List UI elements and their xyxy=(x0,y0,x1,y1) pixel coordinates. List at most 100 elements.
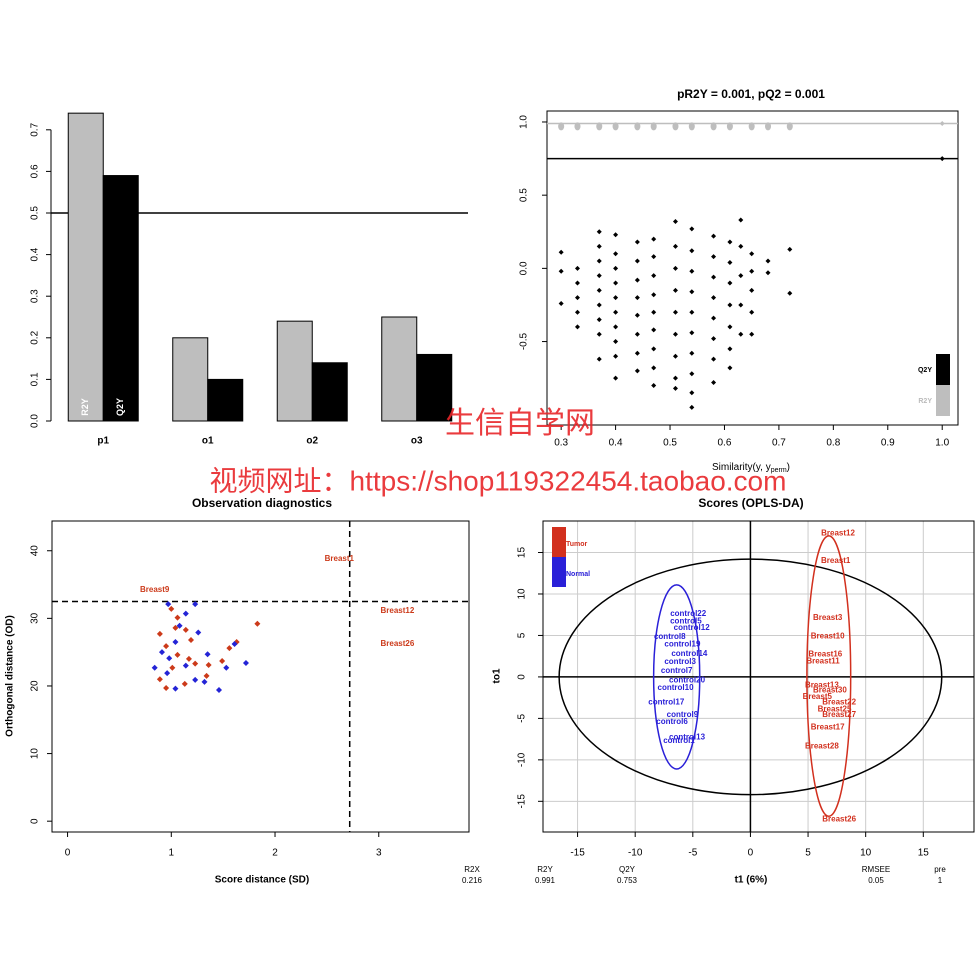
permuted-point xyxy=(634,258,640,264)
permuted-point xyxy=(749,287,755,293)
permuted-point xyxy=(738,217,744,223)
point xyxy=(172,624,179,631)
permuted-point xyxy=(689,371,695,377)
stat-label: R2X xyxy=(464,865,480,874)
permuted-point xyxy=(672,375,678,381)
permuted-point xyxy=(596,273,602,279)
bar xyxy=(381,316,418,422)
permuted-point xyxy=(689,404,695,410)
plot-frame xyxy=(51,520,470,833)
actual-point xyxy=(939,120,945,126)
point-label: control22 xyxy=(670,609,707,618)
chart-title: pR2Y = 0.001, pQ2 = 0.001 xyxy=(677,87,825,101)
permuted-point xyxy=(711,336,717,342)
bar xyxy=(311,362,348,422)
permuted-point xyxy=(765,270,771,276)
permuted-point xyxy=(634,122,641,131)
permuted-point xyxy=(613,375,619,381)
permuted-point xyxy=(765,258,771,264)
y-tick-label: 10 xyxy=(30,748,41,760)
group-ellipse xyxy=(806,535,852,817)
x-tick-label: -10 xyxy=(628,848,643,859)
point-label: Breast26 xyxy=(381,639,415,648)
permuted-point xyxy=(672,219,678,225)
point xyxy=(216,687,223,694)
permuted-point xyxy=(711,380,717,386)
x-tick-label: 2 xyxy=(272,848,278,859)
permuted-point xyxy=(727,302,733,308)
x-tick-label: 0.4 xyxy=(609,438,623,449)
permuted-point xyxy=(634,331,640,337)
point xyxy=(168,605,175,612)
permuted-point xyxy=(689,226,695,232)
x-tick-label: 0.5 xyxy=(663,438,677,449)
x-tick-label: 3 xyxy=(376,848,382,859)
y-tick-label: 15 xyxy=(517,547,528,559)
permuted-point xyxy=(574,280,580,286)
permuted-point xyxy=(596,331,602,337)
y-tick-label: -10 xyxy=(517,752,528,767)
point-label: control8 xyxy=(654,632,686,641)
permuted-point xyxy=(765,122,772,131)
permuted-point xyxy=(749,268,755,274)
permuted-point xyxy=(596,229,602,235)
x-tick-label: o2 xyxy=(306,436,318,447)
point xyxy=(174,614,181,621)
permuted-point xyxy=(689,350,695,356)
legend-swatch xyxy=(936,354,950,385)
permuted-point xyxy=(574,265,580,271)
permuted-point xyxy=(596,317,602,323)
permuted-point xyxy=(574,324,580,330)
permuted-point xyxy=(634,312,640,318)
permuted-point xyxy=(738,243,744,249)
permuted-point xyxy=(613,280,619,286)
series-label: R2Y xyxy=(80,398,90,416)
permuted-point xyxy=(748,122,755,131)
x-tick-label: o3 xyxy=(411,436,423,447)
point xyxy=(205,662,212,669)
permuted-point xyxy=(612,122,619,131)
point-label: control1 xyxy=(663,736,695,745)
permuted-point xyxy=(651,382,657,388)
point xyxy=(223,664,230,671)
x-tick-label: 5 xyxy=(805,848,811,859)
point-label: Breast13 xyxy=(805,680,839,689)
permuted-point xyxy=(689,289,695,295)
permuted-point xyxy=(711,274,717,280)
x-axis-label-part: ) xyxy=(787,462,790,473)
y-tick-label: 0 xyxy=(517,674,528,680)
point xyxy=(192,601,199,608)
point-label: control6 xyxy=(656,717,688,726)
permuted-point xyxy=(596,258,602,264)
y-tick-label: 30 xyxy=(30,612,41,624)
x-tick-label: 1 xyxy=(169,848,175,859)
permuted-point xyxy=(650,122,657,131)
point-label: Breast25 xyxy=(818,704,852,713)
permuted-point xyxy=(672,353,678,359)
point xyxy=(165,601,172,608)
permuted-point xyxy=(596,122,603,131)
permuted-point xyxy=(727,365,733,371)
point-label: control10 xyxy=(658,683,695,692)
point-label: control14 xyxy=(671,649,708,658)
y-tick-label: 0.5 xyxy=(30,206,41,220)
x-tick-label: -5 xyxy=(688,848,697,859)
point xyxy=(203,672,210,679)
point xyxy=(192,676,199,683)
permuted-point xyxy=(596,302,602,308)
stat-value: 0.753 xyxy=(617,876,638,885)
x-tick-label: 0.3 xyxy=(554,438,568,449)
legend-swatch xyxy=(552,527,566,557)
point-label: Breast1 xyxy=(821,556,851,565)
permuted-point xyxy=(672,243,678,249)
permuted-point xyxy=(613,265,619,271)
legend-swatch xyxy=(552,557,566,587)
point xyxy=(182,626,189,633)
permuted-point xyxy=(749,309,755,315)
stat-value: 0.991 xyxy=(535,876,556,885)
permuted-point xyxy=(711,295,717,301)
y-tick-label: 1.0 xyxy=(519,115,530,129)
bar xyxy=(67,112,104,422)
series-label: Q2Y xyxy=(115,398,125,416)
